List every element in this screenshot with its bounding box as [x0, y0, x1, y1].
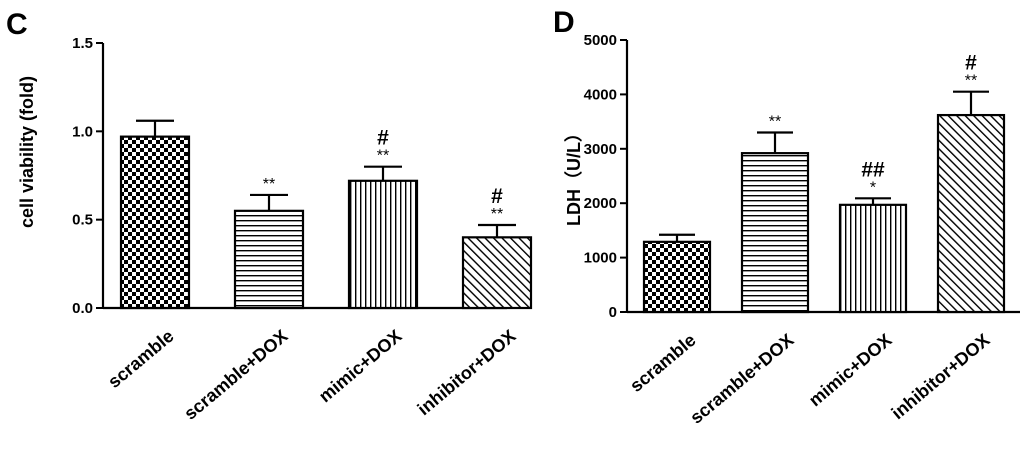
significance-stars: **: [263, 176, 275, 193]
significance-hash: ##: [861, 158, 885, 181]
category-label: inhibitor+DOX: [414, 326, 520, 419]
category-label: mimic+DOX: [315, 326, 406, 407]
category-label: scramble+DOX: [180, 326, 291, 424]
y-tick-label: 0.5: [72, 212, 93, 229]
significance-stars: **: [769, 113, 781, 130]
panel-c: C cell viability (fold) 0.0 0.5 1.0 1.5 scra…: [6, 8, 533, 424]
bar-scramble-dox: [740, 152, 810, 314]
y-tick-label: 1.5: [72, 35, 93, 52]
category-label: scramble: [104, 326, 177, 392]
significance-hash: #: [377, 127, 389, 150]
significance-stars: *: [870, 179, 876, 196]
category-label: scramble+DOX: [686, 330, 797, 428]
significance-stars: **: [377, 148, 389, 165]
y-axis-label-d: LDH（U/L）: [564, 124, 584, 226]
bar-scramble: [642, 240, 712, 314]
y-tick-label: 1.0: [72, 123, 93, 140]
category-label: mimic+DOX: [805, 330, 896, 411]
y-tick-label: 0.0: [72, 300, 93, 317]
panel-letter-d: D: [553, 6, 575, 39]
y-tick-label: 0: [609, 304, 617, 321]
y-tick-label: 5000: [584, 32, 617, 49]
category-label: inhibitor+DOX: [888, 330, 994, 423]
bar-mimic-dox: [347, 179, 419, 310]
panel-d: D LDH（U/L） 0 1000 2000 3000 4000 5000 scramble…: [553, 6, 1020, 428]
significance-stars: **: [965, 73, 977, 90]
bar-mimic-dox: [838, 203, 908, 314]
panel-letter-c: C: [6, 8, 28, 41]
category-label: scramble: [626, 330, 699, 396]
significance-hash: #: [965, 52, 977, 75]
significance-hash: #: [491, 185, 503, 208]
y-tick-label: 4000: [584, 86, 617, 103]
chart-d: 0 1000 2000 3000 4000 5000 scramble ** scramble+…: [584, 32, 1020, 428]
bar-inhibitor-dox: [936, 113, 1006, 314]
y-axis-label-c: cell viability (fold): [17, 76, 37, 228]
chart-c: 0.00.51.01.5scramble**scramble+DOX**#mim…: [72, 35, 533, 424]
y-tick-label: 2000: [584, 195, 617, 212]
bar-scramble: [119, 135, 191, 310]
bar-scramble-dox: [233, 209, 305, 310]
y-tick-label: 1000: [584, 250, 617, 267]
bar-inhibitor-dox: [461, 236, 533, 310]
significance-stars: **: [491, 206, 503, 223]
y-tick-label: 3000: [584, 141, 617, 158]
